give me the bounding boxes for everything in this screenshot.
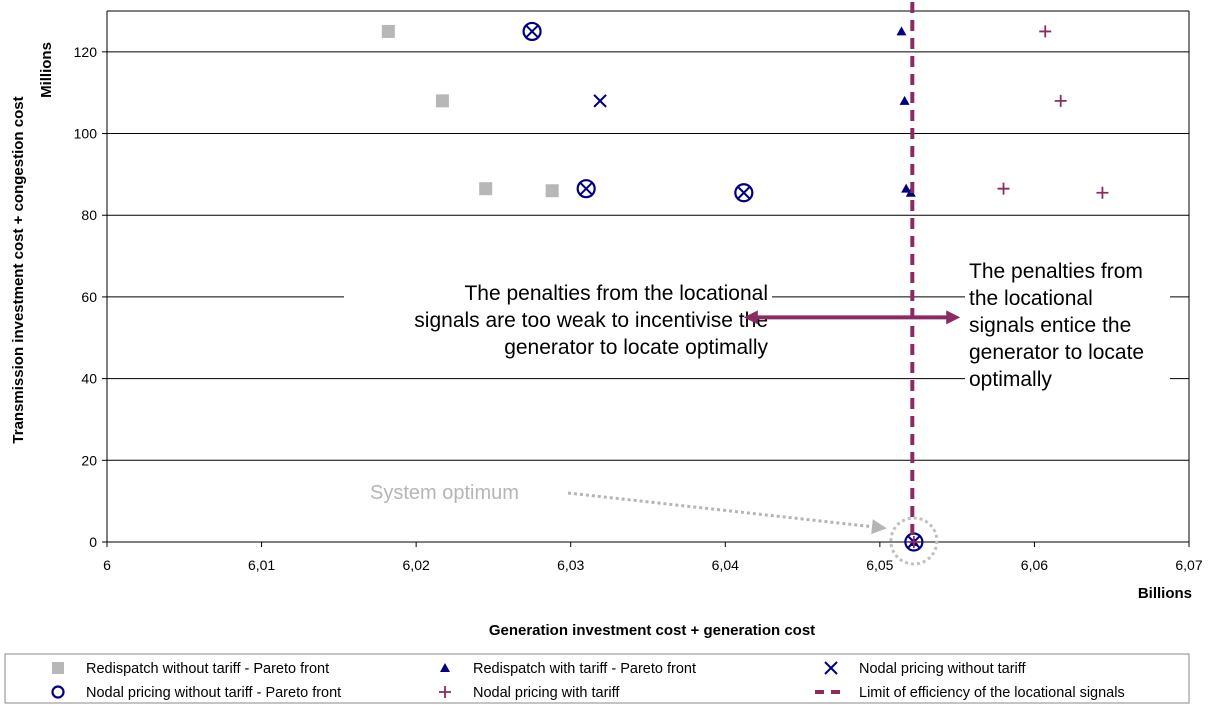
legend-label-nodal-pricing-with-tariff: Nodal pricing with tariff bbox=[473, 685, 620, 701]
optimum-label: System optimum bbox=[370, 482, 519, 504]
annotation-right-line: optimally bbox=[969, 368, 1052, 391]
point-redispatch-without-tariff-pareto-front bbox=[381, 24, 395, 38]
legend-marker-nodal-pricing-without-tariff-pareto-front bbox=[51, 685, 65, 699]
annotation-left-background bbox=[344, 274, 772, 374]
y-tick-labels: 0 20 40 60 80 100 120 bbox=[74, 44, 98, 550]
legend-marker-redispatch-with-tariff-pareto-front bbox=[440, 663, 450, 672]
point-nodal-pricing-without-tariff bbox=[593, 94, 607, 108]
annotation-right-line: the locational bbox=[969, 287, 1093, 310]
point-redispatch-with-tariff-pareto-front bbox=[901, 183, 912, 193]
y-tick-label: 60 bbox=[81, 289, 97, 305]
point-nodal-pricing-without-tariff bbox=[579, 181, 593, 196]
annotation-right-background bbox=[965, 254, 1170, 402]
point-redispatch-without-tariff-pareto-front bbox=[479, 182, 493, 196]
point-redispatch-without-tariff-pareto-front bbox=[435, 94, 449, 108]
x-tick-label: 6,03 bbox=[557, 557, 584, 573]
arrow-head-right bbox=[946, 310, 961, 325]
x-tick-label: 6,04 bbox=[712, 557, 739, 573]
point-nodal-pricing-without-tariff bbox=[525, 24, 539, 39]
annotation-left-line: The penalties from the locational bbox=[464, 282, 768, 305]
x-unit-label: Billions bbox=[1138, 585, 1192, 602]
annotation-right: The penalties from the locational signals … bbox=[965, 254, 1170, 402]
x-tick-label: 6,07 bbox=[1175, 557, 1202, 573]
y-tick-label: 20 bbox=[81, 452, 97, 468]
x-tick-label: 6,02 bbox=[403, 557, 430, 573]
legend-marker-nodal-pricing-without-tariff bbox=[824, 661, 838, 675]
legend-box bbox=[4, 653, 1190, 704]
annotation-left-line: signals are too weak to incentivise the bbox=[414, 309, 768, 332]
point-nodal-pricing-without-tariff-pareto-front bbox=[734, 183, 754, 203]
point-nodal-pricing-with-tariff bbox=[997, 182, 1010, 195]
annotation-right-line: The penalties from bbox=[969, 260, 1143, 283]
point-nodal-pricing-without-tariff bbox=[737, 186, 751, 200]
annotation-right-line: generator to locate bbox=[969, 341, 1144, 364]
annotation-left-line: generator to locate optimally bbox=[504, 336, 768, 359]
y-tick-label: 80 bbox=[81, 207, 97, 223]
x-tick-label: 6 bbox=[103, 557, 111, 573]
y-unit-label: Millions bbox=[38, 42, 55, 98]
x-tick-label: 6,05 bbox=[866, 557, 893, 573]
legend-marker-redispatch-without-tariff-pareto-front bbox=[52, 662, 64, 674]
legend-label-nodal-pricing-without-tariff: Nodal pricing without tariff bbox=[859, 661, 1027, 677]
x-tick-labels: 6 6,01 6,02 6,03 6,04 6,05 6,06 6,07 bbox=[103, 557, 1203, 573]
annotation-right-line: signals entice the bbox=[969, 314, 1131, 337]
annotation-graphics bbox=[567, 310, 961, 566]
legend-marker-nodal-pricing-with-tariff bbox=[439, 686, 451, 698]
point-nodal-pricing-without-tariff-pareto-front bbox=[576, 179, 596, 199]
legend-label-nodal-pricing-without-tariff-pareto-front: Nodal pricing without tariff - Pareto fr… bbox=[86, 685, 341, 701]
axes bbox=[102, 10, 1190, 547]
point-redispatch-with-tariff-pareto-front bbox=[899, 95, 910, 105]
point-nodal-pricing-without-tariff-pareto-front bbox=[522, 21, 542, 42]
legend-label-redispatch-without-tariff-pareto-front: Redispatch without tariff - Pareto front bbox=[86, 661, 329, 677]
y-tick-label: 0 bbox=[89, 534, 97, 550]
annotation-left: The penalties from the locational signals… bbox=[344, 274, 772, 374]
legend-label-limit-of-efficiency-of-the-locational-signals: Limit of efficiency of the locational si… bbox=[859, 685, 1125, 701]
legend-label-redispatch-with-tariff-pareto-front: Redispatch with tariff - Pareto front bbox=[473, 661, 696, 677]
optimum-pointer-arrow bbox=[567, 491, 887, 535]
y-tick-label: 100 bbox=[74, 126, 98, 142]
point-redispatch-with-tariff-pareto-front bbox=[896, 26, 907, 36]
y-axis-title: Transmission investment cost + congestio… bbox=[10, 96, 27, 443]
point-nodal-pricing-with-tariff bbox=[907, 536, 920, 548]
point-nodal-pricing-with-tariff bbox=[1054, 94, 1067, 107]
x-axis-title: Generation investment cost + generation … bbox=[489, 622, 815, 639]
data-points bbox=[381, 2, 1109, 552]
y-tick-label: 40 bbox=[81, 371, 97, 387]
point-nodal-pricing-with-tariff bbox=[1039, 25, 1052, 38]
optimum-highlight-circle bbox=[889, 516, 939, 566]
legend: Redispatch without tariff - Pareto front… bbox=[51, 661, 1125, 701]
point-nodal-pricing-with-tariff bbox=[1096, 186, 1109, 199]
x-tick-label: 6,01 bbox=[248, 557, 275, 573]
y-tick-label: 120 bbox=[74, 44, 98, 60]
point-redispatch-without-tariff-pareto-front bbox=[545, 184, 559, 198]
arrow-head-left bbox=[743, 310, 758, 325]
x-tick-label: 6,06 bbox=[1021, 557, 1048, 573]
